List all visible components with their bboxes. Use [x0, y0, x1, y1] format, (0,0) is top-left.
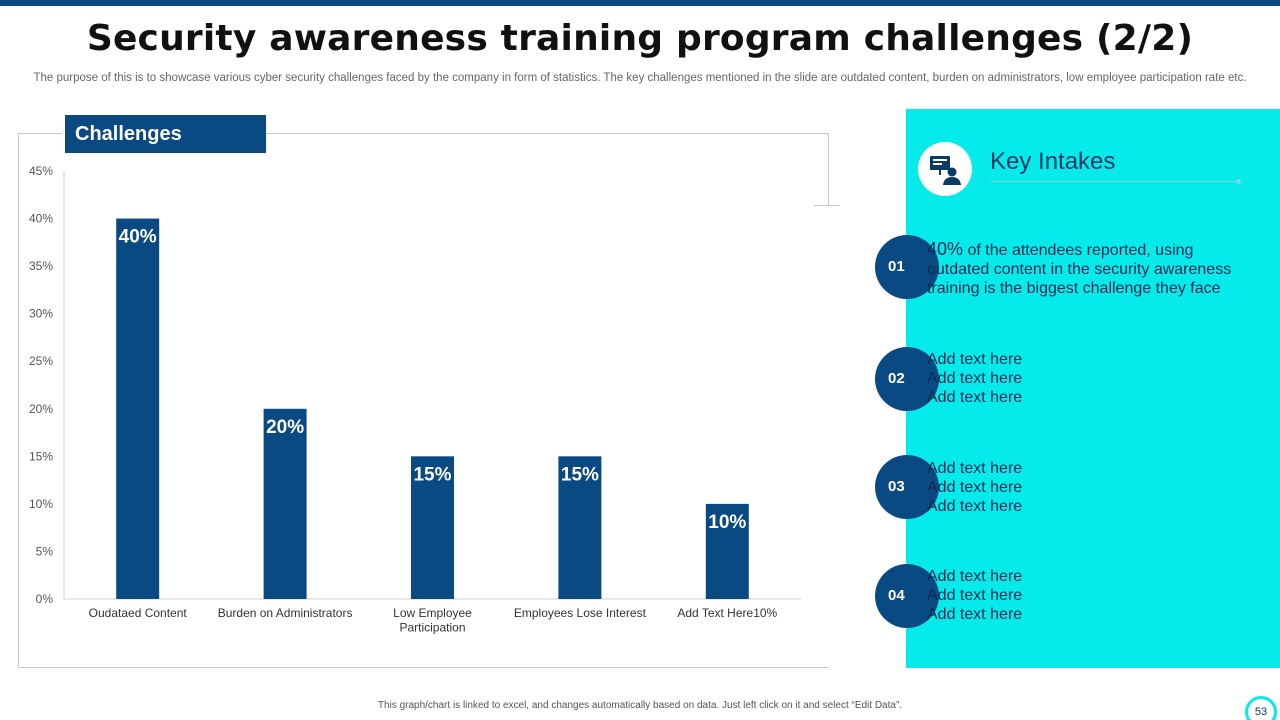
- presentation-user-icon: [918, 142, 972, 196]
- bar-data-label: 15%: [561, 464, 599, 485]
- y-tick-label: 35%: [29, 259, 53, 273]
- chart-frame-tick: [814, 205, 840, 206]
- chart-frame-edge: [828, 133, 829, 205]
- intake-line: Add text here: [927, 587, 1023, 604]
- intake-item-01: 40% of the attendees reported, using out…: [927, 240, 1247, 298]
- bar: [705, 503, 749, 599]
- intake-text: of the attendees reported, using outdate…: [927, 242, 1232, 297]
- intake-line: Add text here: [927, 460, 1023, 477]
- item-number-03: 03: [875, 455, 939, 519]
- page-number: 53: [1245, 696, 1277, 720]
- bar-data-label: 10%: [708, 512, 746, 533]
- intake-item-03: Add text here Add text here Add text her…: [927, 459, 1247, 516]
- x-category-label: Add Text Here10%: [677, 606, 777, 620]
- item-number-02: 02: [875, 347, 939, 411]
- bar-data-label: 40%: [119, 227, 157, 248]
- intake-item-04: Add text here Add text here Add text her…: [927, 567, 1247, 624]
- key-intakes-heading: Key Intakes: [990, 148, 1116, 175]
- item-number-01: 01: [875, 235, 939, 299]
- intake-line: Add text here: [927, 351, 1023, 368]
- item-number-04: 04: [875, 564, 939, 628]
- bar: [116, 218, 160, 600]
- y-tick-label: 0%: [36, 592, 54, 606]
- y-tick-label: 20%: [29, 402, 53, 416]
- page-title: Security awareness training program chal…: [86, 18, 1194, 59]
- bar: [411, 456, 454, 599]
- intake-highlight: 40%: [927, 239, 964, 259]
- bar: [558, 456, 602, 599]
- intake-line: Add text here: [927, 479, 1023, 496]
- footer-note: This graph/chart is linked to excel, and…: [377, 700, 903, 711]
- x-category-label: Low Employee: [393, 606, 472, 620]
- x-category-label: Burden on Administrators: [218, 606, 353, 620]
- y-tick-label: 40%: [29, 212, 53, 226]
- divider-dot: [1236, 179, 1241, 184]
- x-category-label: Employees Lose Interest: [514, 606, 647, 620]
- y-tick-label: 5%: [36, 544, 54, 558]
- bar-data-label: 15%: [413, 464, 451, 485]
- intake-line: Add text here: [927, 568, 1023, 585]
- top-accent-bar: [0, 0, 1280, 6]
- x-category-label: Participation: [399, 621, 465, 635]
- y-tick-label: 10%: [29, 497, 53, 511]
- y-tick-label: 25%: [29, 354, 53, 368]
- y-tick-label: 30%: [29, 307, 53, 321]
- intake-line: Add text here: [927, 389, 1023, 406]
- intake-line: Add text here: [927, 370, 1023, 387]
- chart-title-label: Challenges: [62, 115, 266, 153]
- key-intakes-panel: [906, 109, 1280, 668]
- y-tick-label: 45%: [29, 164, 53, 178]
- intake-line: Add text here: [927, 498, 1023, 515]
- x-category-label: Oudataed Content: [89, 606, 188, 620]
- intake-item-02: Add text here Add text here Add text her…: [927, 350, 1247, 407]
- intake-line: Add text here: [927, 606, 1023, 623]
- chart-frame: [18, 133, 829, 668]
- page-subtitle: The purpose of this is to showcase vario…: [33, 72, 1247, 84]
- bar: [263, 408, 307, 599]
- heading-divider: [990, 181, 1238, 182]
- bar-data-label: 20%: [266, 417, 304, 438]
- y-tick-label: 15%: [29, 449, 53, 463]
